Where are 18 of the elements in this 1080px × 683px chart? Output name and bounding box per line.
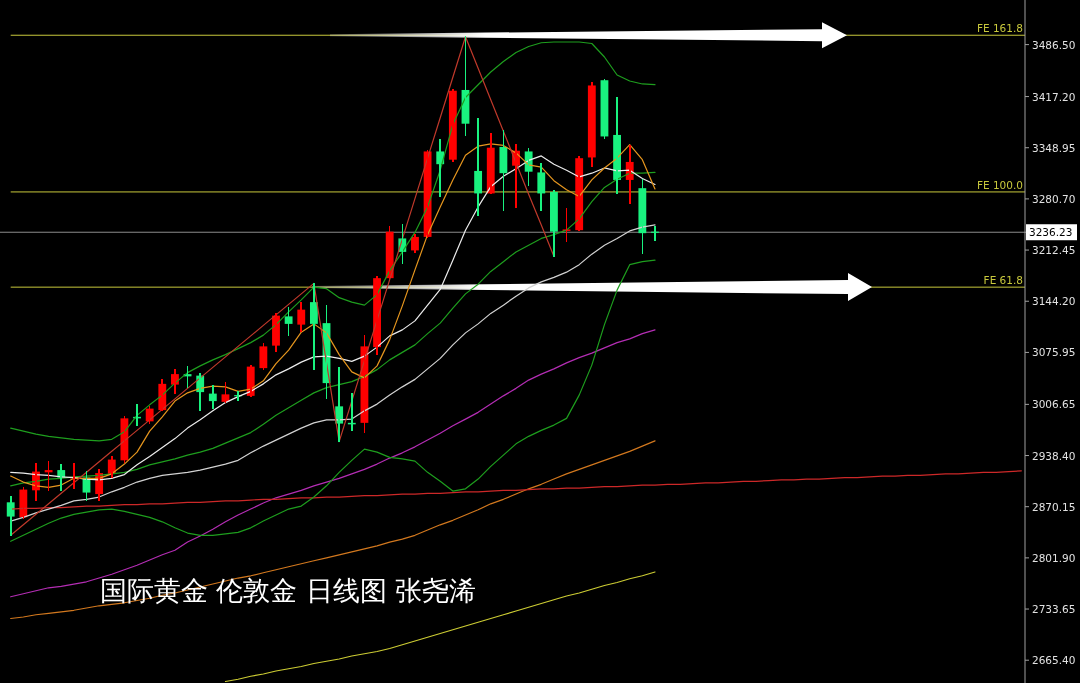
y-tick-label: 3212.45 (1032, 244, 1076, 257)
y-tick-label: 3280.70 (1032, 192, 1076, 205)
y-tick-label: 3417.20 (1032, 90, 1076, 103)
y-tick-label: 3486.50 (1032, 38, 1076, 51)
y-tick-label: 2938.40 (1032, 449, 1076, 462)
y-tick-label: 2665.40 (1032, 654, 1076, 667)
y-tick-label: 3144.20 (1032, 295, 1076, 308)
price-tag: 3236.23 (1026, 224, 1077, 241)
ref-line-label: FE 61.8 (983, 274, 1023, 287)
y-tick-label: 2870.15 (1032, 500, 1076, 513)
y-tick-label: 3006.65 (1032, 398, 1076, 411)
ref-line-label: FE 161.8 (976, 22, 1023, 35)
ref-line-label: FE 100.0 (976, 178, 1023, 191)
y-tick-label: 2733.65 (1032, 603, 1076, 616)
y-tick-label: 3348.95 (1032, 141, 1076, 154)
y-tick-label: 3236.23 (1029, 226, 1073, 239)
y-tick-label: 2801.90 (1032, 551, 1076, 564)
y-tick-label: 3075.95 (1032, 346, 1076, 359)
